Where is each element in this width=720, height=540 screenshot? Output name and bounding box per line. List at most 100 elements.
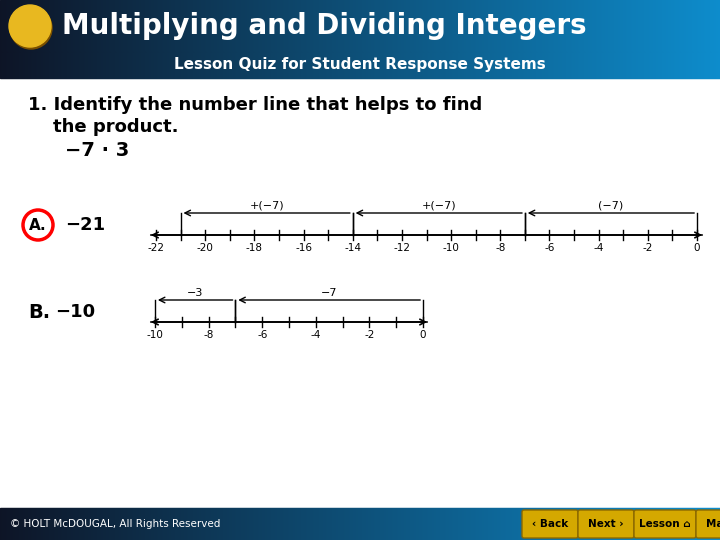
Bar — [198, 0, 199, 52]
Bar — [74, 52, 75, 78]
Bar — [258, 508, 259, 540]
Bar — [45, 52, 46, 78]
Bar — [238, 52, 239, 78]
Bar — [644, 0, 645, 52]
Bar — [355, 508, 356, 540]
Bar — [581, 0, 582, 52]
Bar — [124, 508, 125, 540]
Bar — [337, 52, 338, 78]
Bar — [518, 0, 519, 52]
Bar — [437, 0, 438, 52]
Bar — [633, 52, 634, 78]
Bar — [479, 0, 480, 52]
Bar — [638, 52, 639, 78]
Bar — [613, 508, 614, 540]
Bar — [242, 52, 243, 78]
Bar — [652, 52, 653, 78]
Bar — [188, 52, 189, 78]
Bar — [688, 0, 689, 52]
Bar — [28, 0, 29, 52]
Bar — [447, 52, 448, 78]
Bar — [560, 52, 561, 78]
Bar — [235, 52, 236, 78]
Bar — [622, 0, 623, 52]
Bar — [650, 52, 651, 78]
Bar — [548, 52, 549, 78]
Bar — [254, 0, 255, 52]
Bar — [336, 0, 337, 52]
Bar — [40, 508, 41, 540]
Bar — [440, 508, 441, 540]
Bar — [170, 508, 171, 540]
Bar — [182, 0, 183, 52]
Bar — [614, 0, 615, 52]
Bar — [200, 0, 201, 52]
Bar — [398, 508, 399, 540]
Bar — [606, 52, 607, 78]
Bar — [188, 0, 189, 52]
Bar — [666, 0, 667, 52]
Bar — [483, 508, 484, 540]
Bar — [311, 508, 312, 540]
Bar — [43, 52, 44, 78]
Bar — [514, 52, 515, 78]
Bar — [164, 508, 165, 540]
Bar — [135, 508, 136, 540]
Bar — [599, 0, 600, 52]
Bar — [580, 52, 581, 78]
Bar — [308, 0, 309, 52]
Bar — [17, 52, 18, 78]
Bar — [383, 52, 384, 78]
Bar — [597, 52, 598, 78]
Bar — [478, 0, 479, 52]
Bar — [231, 508, 232, 540]
Bar — [426, 52, 427, 78]
Bar — [51, 52, 52, 78]
Bar — [582, 508, 583, 540]
Bar — [179, 52, 180, 78]
Bar — [121, 52, 122, 78]
Bar — [509, 0, 510, 52]
Bar — [566, 52, 567, 78]
Bar — [306, 0, 307, 52]
Bar — [564, 0, 565, 52]
Bar — [388, 508, 389, 540]
Bar — [620, 52, 621, 78]
Bar — [391, 52, 392, 78]
Bar — [23, 0, 24, 52]
Bar — [190, 0, 191, 52]
Bar — [225, 0, 226, 52]
Bar — [23, 508, 24, 540]
Bar — [75, 508, 76, 540]
Bar — [116, 52, 117, 78]
Bar — [330, 0, 331, 52]
Bar — [685, 0, 686, 52]
Bar — [698, 52, 699, 78]
Bar — [279, 0, 280, 52]
Bar — [251, 52, 252, 78]
Bar — [39, 508, 40, 540]
Bar — [453, 508, 454, 540]
Bar — [433, 0, 434, 52]
Bar — [450, 508, 451, 540]
Bar — [427, 508, 428, 540]
Bar — [595, 52, 596, 78]
Bar — [43, 508, 44, 540]
Bar — [408, 508, 409, 540]
Bar — [160, 0, 161, 52]
Bar — [658, 52, 659, 78]
Text: -16: -16 — [295, 243, 312, 253]
Bar — [193, 52, 194, 78]
Bar — [148, 52, 149, 78]
Bar — [190, 52, 191, 78]
Bar — [513, 508, 514, 540]
Bar — [373, 508, 374, 540]
Bar — [67, 52, 68, 78]
Bar — [219, 508, 220, 540]
Bar — [555, 0, 556, 52]
Bar — [265, 52, 266, 78]
Bar — [477, 52, 478, 78]
Bar — [604, 52, 605, 78]
Bar — [582, 0, 583, 52]
Bar — [182, 52, 183, 78]
